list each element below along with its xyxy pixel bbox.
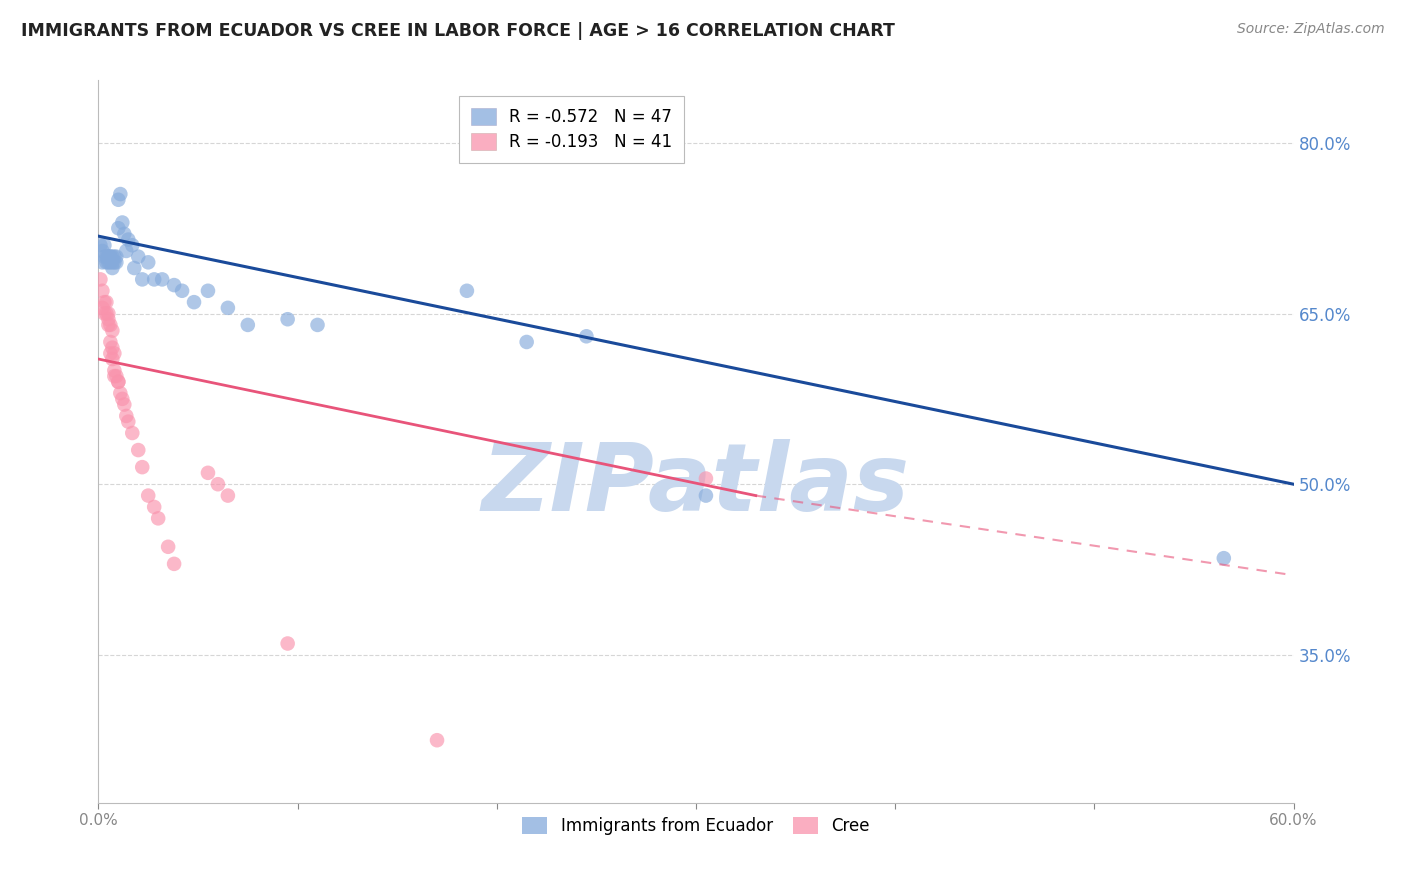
- Point: [163, 278, 186, 293]
- Point: [163, 557, 186, 571]
- Legend: Immigrants from Ecuador, Cree: Immigrants from Ecuador, Cree: [512, 807, 880, 845]
- Point: [197, 466, 219, 480]
- Point: [101, 341, 124, 355]
- Point: [93, 295, 115, 310]
- Point: [97, 312, 120, 326]
- Point: [111, 392, 134, 406]
- Point: [96, 306, 118, 320]
- Point: [117, 233, 139, 247]
- Point: [101, 324, 124, 338]
- Point: [98, 250, 122, 264]
- Text: Source: ZipAtlas.com: Source: ZipAtlas.com: [1237, 22, 1385, 37]
- Point: [172, 284, 194, 298]
- Point: [127, 250, 149, 264]
- Point: [236, 318, 259, 332]
- Point: [91, 255, 114, 269]
- Text: IMMIGRANTS FROM ECUADOR VS CREE IN LABOR FORCE | AGE > 16 CORRELATION CHART: IMMIGRANTS FROM ECUADOR VS CREE IN LABOR…: [21, 22, 896, 40]
- Point: [96, 250, 118, 264]
- Point: [136, 489, 159, 503]
- Point: [124, 260, 146, 275]
- Point: [97, 318, 120, 332]
- Point: [98, 250, 122, 264]
- Point: [98, 318, 122, 332]
- Point: [93, 306, 115, 320]
- Point: [183, 295, 205, 310]
- Point: [695, 471, 717, 485]
- Point: [107, 375, 129, 389]
- Point: [117, 415, 139, 429]
- Point: [103, 255, 125, 269]
- Point: [217, 301, 239, 315]
- Point: [91, 244, 114, 258]
- Point: [97, 255, 120, 269]
- Point: [516, 334, 538, 349]
- Point: [136, 255, 159, 269]
- Point: [277, 312, 299, 326]
- Point: [121, 238, 143, 252]
- Point: [103, 363, 125, 377]
- Point: [103, 250, 125, 264]
- Point: [105, 369, 128, 384]
- Point: [1212, 551, 1234, 566]
- Point: [101, 260, 124, 275]
- Point: [197, 284, 219, 298]
- Point: [105, 250, 128, 264]
- Point: [695, 489, 717, 503]
- Point: [207, 477, 229, 491]
- Point: [98, 255, 122, 269]
- Point: [110, 187, 132, 202]
- Point: [131, 460, 153, 475]
- Point: [112, 227, 135, 241]
- Point: [148, 511, 170, 525]
- Point: [93, 238, 115, 252]
- Point: [107, 221, 129, 235]
- Point: [157, 540, 180, 554]
- Point: [150, 272, 173, 286]
- Point: [101, 352, 124, 367]
- Point: [98, 334, 122, 349]
- Point: [143, 272, 166, 286]
- Y-axis label: In Labor Force | Age > 16: In Labor Force | Age > 16: [0, 335, 8, 548]
- Point: [112, 398, 135, 412]
- Point: [96, 255, 118, 269]
- Point: [110, 386, 132, 401]
- Point: [91, 284, 114, 298]
- Point: [107, 193, 129, 207]
- Point: [111, 215, 134, 229]
- Point: [143, 500, 166, 514]
- Point: [307, 318, 329, 332]
- Point: [89, 238, 111, 252]
- Point: [575, 329, 598, 343]
- Point: [97, 250, 120, 264]
- Point: [103, 346, 125, 360]
- Point: [96, 295, 118, 310]
- Point: [97, 306, 120, 320]
- Point: [107, 375, 129, 389]
- Point: [93, 250, 115, 264]
- Point: [131, 272, 153, 286]
- Point: [121, 425, 143, 440]
- Point: [115, 409, 138, 423]
- Point: [103, 369, 125, 384]
- Point: [89, 272, 111, 286]
- Point: [105, 255, 128, 269]
- Point: [98, 346, 122, 360]
- Point: [277, 636, 299, 650]
- Point: [97, 250, 120, 264]
- Point: [426, 733, 449, 747]
- Point: [127, 443, 149, 458]
- Point: [217, 489, 239, 503]
- Text: ZIPatlas: ZIPatlas: [482, 439, 910, 531]
- Point: [456, 284, 478, 298]
- Point: [115, 244, 138, 258]
- Point: [101, 250, 124, 264]
- Point: [101, 255, 124, 269]
- Point: [91, 301, 114, 315]
